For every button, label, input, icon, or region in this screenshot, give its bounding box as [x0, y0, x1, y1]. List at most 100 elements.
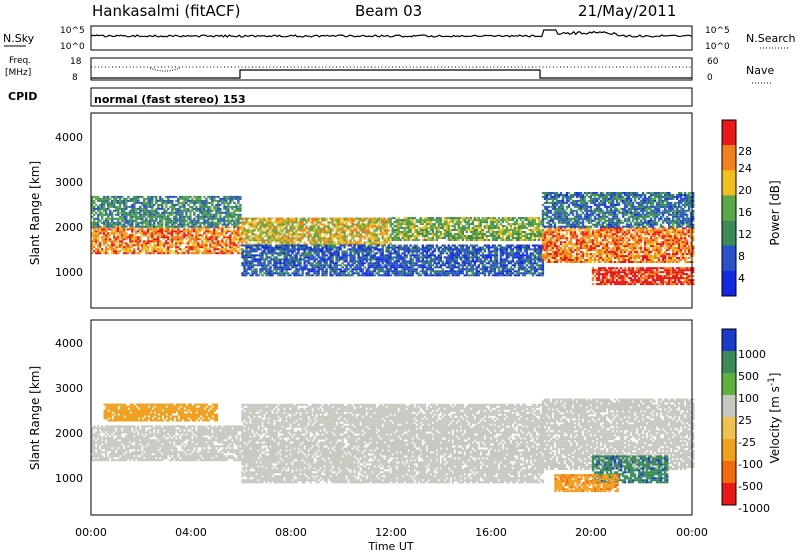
power-cell: [161, 206, 163, 208]
power-cell: [125, 242, 127, 244]
power-cell: [374, 270, 376, 272]
power-cell: [305, 222, 307, 224]
power-cell: [478, 274, 480, 276]
power-cell: [237, 200, 239, 202]
power-cell: [327, 226, 329, 228]
power-cell: [231, 200, 233, 202]
power-cell: [299, 220, 301, 222]
power-cell: [416, 237, 418, 239]
power-cell: [347, 262, 349, 264]
power-cell: [107, 220, 109, 222]
power-cell: [183, 204, 185, 206]
power-cell: [303, 258, 305, 260]
power-cell: [388, 239, 390, 241]
power-cell: [185, 214, 187, 216]
power-cell: [161, 232, 163, 234]
power-cell: [227, 218, 229, 220]
power-cell: [257, 241, 259, 243]
power-cell: [143, 200, 145, 202]
power-cell: [119, 198, 121, 200]
power-cell: [303, 262, 305, 264]
power-cell: [420, 221, 422, 223]
power-cell: [175, 244, 177, 246]
power-cell: [197, 232, 199, 234]
freq-label-2: [MHz]: [5, 68, 31, 78]
power-cell: [349, 239, 351, 241]
power-cell: [269, 260, 271, 262]
power-cell: [422, 252, 424, 254]
power-cell: [105, 212, 107, 214]
power-cell: [540, 248, 542, 250]
power-cell: [229, 222, 231, 224]
power-cell: [133, 228, 135, 230]
power-cell: [183, 252, 185, 254]
power-cell: [512, 260, 514, 262]
power-cell: [331, 248, 333, 250]
power-cell: [329, 232, 331, 234]
power-cell: [359, 233, 361, 235]
power-cell: [219, 204, 221, 206]
power-cell: [149, 222, 151, 224]
power-cell: [133, 250, 135, 252]
power-cell: [512, 245, 514, 247]
power-cell: [319, 262, 321, 264]
power-cell: [219, 210, 221, 212]
power-cell: [199, 238, 201, 240]
power-cell: [179, 244, 181, 246]
power-cell: [259, 228, 261, 230]
power-cell: [349, 266, 351, 268]
power-cell: [345, 224, 347, 226]
freq-tick-bottom: 8: [72, 73, 78, 83]
power-cell: [241, 226, 243, 228]
power-cell: [430, 266, 432, 268]
power-cell: [476, 245, 478, 247]
power-cell: [243, 224, 245, 226]
power-cell: [223, 204, 225, 206]
power-cell: [339, 233, 341, 235]
power-cell: [239, 204, 241, 206]
power-cell: [359, 264, 361, 266]
power-cell: [97, 216, 99, 218]
power-cell: [500, 223, 502, 225]
power-cell: [227, 224, 229, 226]
power-cell: [295, 235, 297, 237]
power-cell: [333, 245, 335, 247]
power-cell: [187, 228, 189, 230]
power-cell: [512, 268, 514, 270]
power-cell: [325, 218, 327, 220]
power-cell: [442, 227, 444, 229]
power-cell: [359, 228, 361, 230]
power-cell: [351, 264, 353, 266]
power-cell: [181, 242, 183, 244]
power-cell: [185, 238, 187, 240]
power-cell: [492, 229, 494, 231]
freq-tick-top: 18: [70, 57, 82, 67]
power-cell: [345, 252, 347, 254]
power-cell: [155, 210, 157, 212]
power-cell: [101, 218, 103, 220]
power-cell: [520, 250, 522, 252]
power-cell: [161, 198, 163, 200]
power-cell: [359, 218, 361, 220]
power-cell: [368, 268, 370, 270]
power-cell: [299, 245, 301, 247]
power-cell: [115, 248, 117, 250]
power-cell: [153, 224, 155, 226]
power-cell: [245, 241, 247, 243]
power-cell: [175, 250, 177, 252]
power-cell: [376, 222, 378, 224]
power-cell: [139, 206, 141, 208]
power-cell: [542, 274, 544, 276]
power-cell: [103, 232, 105, 234]
power-cell: [299, 256, 301, 258]
power-cell: [131, 218, 133, 220]
power-cell: [145, 208, 147, 210]
power-cell: [237, 246, 239, 248]
power-cell: [440, 235, 442, 237]
power-cell: [351, 232, 353, 234]
power-cell: [183, 226, 185, 228]
power-cell: [173, 224, 175, 226]
power-cell: [261, 274, 263, 276]
power-cell: [496, 264, 498, 266]
power-cell: [410, 237, 412, 239]
